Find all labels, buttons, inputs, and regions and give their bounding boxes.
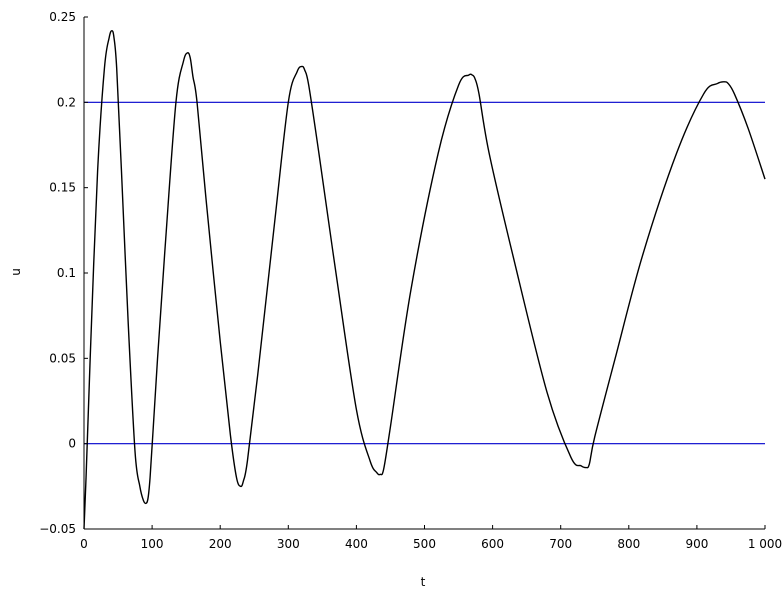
x-tick-label: 800 (617, 537, 640, 551)
x-axis-ticks: 0 100 200 300 400 500 600 700 800 900 1 000 (80, 525, 782, 551)
x-tick-label: 100 (141, 537, 164, 551)
reference-lines (84, 101, 765, 445)
x-tick-label: 0 (80, 537, 88, 551)
y-axis-ticks: −0.05 0 0.05 0.1 0.15 0.2 0.25 (39, 10, 88, 536)
x-tick-label: 500 (413, 537, 436, 551)
series-layer (83, 29, 766, 530)
y-tick-label: 0.05 (49, 351, 76, 365)
y-tick-label: 0.25 (49, 10, 76, 24)
x-tick-label: 600 (481, 537, 504, 551)
y-tick-label: −0.05 (39, 522, 76, 536)
x-axis-label: t (421, 575, 426, 589)
y-tick-label: 0.1 (57, 266, 76, 280)
y-tick-label: 0 (68, 437, 76, 451)
x-tick-label: 900 (685, 537, 708, 551)
axes (83, 17, 765, 530)
x-tick-label: 200 (209, 537, 232, 551)
series-line-0 (83, 29, 766, 530)
y-axis-label: u (9, 268, 23, 276)
y-tick-label: 0.2 (57, 95, 76, 109)
y-tick-label: 0.15 (49, 181, 76, 195)
x-tick-label: 400 (345, 537, 368, 551)
x-tick-label: 700 (549, 537, 572, 551)
x-tick-label: 300 (277, 537, 300, 551)
x-tick-label: 1 000 (748, 537, 782, 551)
